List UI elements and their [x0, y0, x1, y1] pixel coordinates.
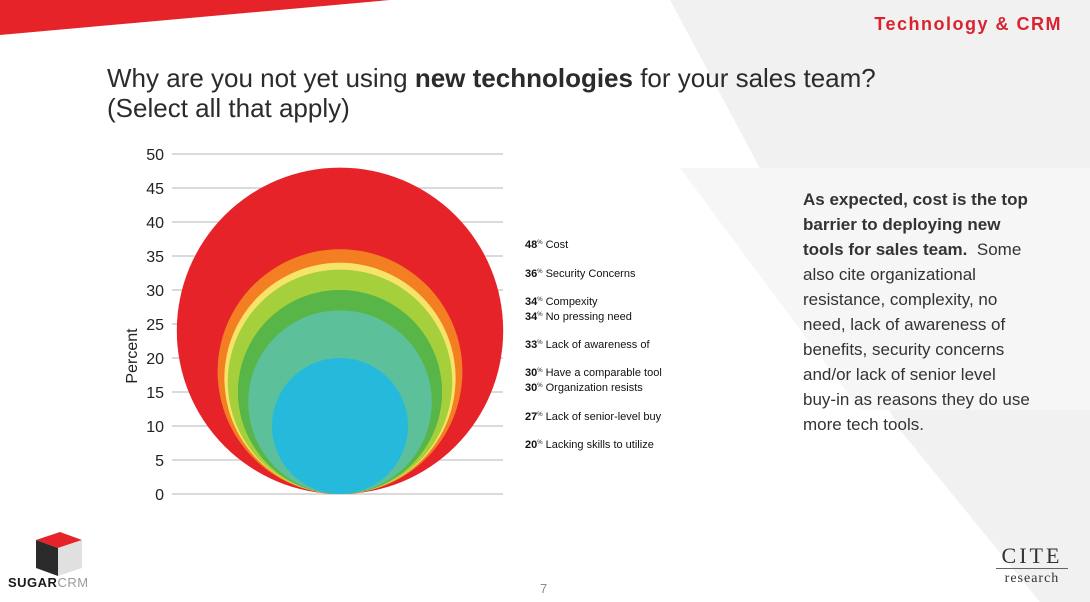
data-label-percent: % — [537, 440, 543, 446]
bubble-lacking-skills-to-utilize — [272, 358, 408, 494]
sugarcrm-cube-icon — [36, 532, 82, 576]
data-label-name: Lack of senior-level buy — [546, 411, 662, 423]
data-label-name: Lacking skills to utilize — [546, 439, 654, 451]
data-label-percent: % — [537, 297, 543, 303]
y-tick-label: 20 — [146, 351, 164, 368]
section-label: Technology & CRM — [874, 14, 1062, 34]
data-label-value: 30 — [525, 367, 537, 379]
commentary-text: As expected, cost is the top barrier to … — [803, 187, 1033, 437]
data-label-value: 27 — [525, 411, 537, 423]
data-label-name: Compexity — [546, 296, 598, 308]
data-label: 20% Lacking skills to utilize — [525, 439, 654, 451]
data-label-value: 36 — [525, 268, 537, 280]
data-label-value: 20 — [525, 439, 537, 451]
slide-title: Why are you not yet using new technologi… — [107, 63, 987, 123]
data-label-name: Have a comparable tool — [546, 367, 662, 379]
title-line1-prefix: Why are you not yet using — [107, 63, 415, 93]
y-tick-label: 5 — [155, 453, 164, 470]
data-label-percent: % — [537, 383, 543, 389]
title-line1-suffix: for your sales team? — [632, 63, 876, 93]
background-gray-facet-2 — [680, 168, 1090, 410]
data-label-percent: % — [537, 340, 543, 346]
research-logo-word: research — [1004, 571, 1060, 586]
y-tick-label: 35 — [146, 249, 164, 266]
data-label-name: Lack of awareness of — [546, 339, 651, 351]
y-tick-label: 30 — [146, 283, 164, 300]
y-tick-label: 40 — [146, 215, 164, 232]
cite-logo-rule — [996, 568, 1068, 569]
top-left-red-stripe — [0, 0, 390, 35]
y-tick-label: 25 — [146, 317, 164, 334]
cite-logo-word: CITE — [1001, 543, 1063, 568]
data-label-percent: % — [537, 240, 543, 246]
data-label: 36% Security Concerns — [525, 268, 636, 280]
data-label-percent: % — [537, 412, 543, 418]
commentary-bold: As expected, cost is the top barrier to … — [803, 190, 1028, 259]
data-label-percent: % — [537, 269, 543, 275]
data-label-value: 30 — [525, 382, 537, 394]
data-label-percent: % — [537, 368, 543, 374]
cite-research-logo: CITE research — [992, 545, 1072, 586]
y-tick-label: 10 — [146, 419, 164, 436]
data-label: 30% Have a comparable tool — [525, 367, 662, 379]
page-number: 7 — [540, 581, 548, 596]
y-tick-label: 15 — [146, 385, 164, 402]
data-label: 34% Compexity — [525, 296, 598, 308]
data-label-name: No pressing need — [546, 311, 632, 323]
data-label-value: 34 — [525, 311, 538, 323]
data-label: 34% No pressing need — [525, 311, 632, 323]
y-tick-label: 0 — [155, 487, 164, 504]
data-label-name: Cost — [546, 239, 569, 251]
data-label-value: 48 — [525, 239, 537, 251]
y-tick-label: 45 — [146, 181, 164, 198]
title-line2: (Select all that apply) — [107, 93, 350, 123]
y-tick-label: 50 — [146, 147, 164, 164]
data-label: 33% Lack of awareness of — [525, 339, 650, 351]
logo-crm-part: CRM — [57, 575, 89, 590]
commentary-rest: Some also cite organizational resistance… — [803, 240, 1030, 434]
data-label-name: Organization resists — [546, 382, 644, 394]
logo-sugar-part: SUGAR — [8, 575, 58, 590]
data-label: 48% Cost — [525, 239, 568, 251]
data-label: 27% Lack of senior-level buy — [525, 411, 662, 423]
data-label: 30% Organization resists — [525, 382, 643, 394]
sugarcrm-logo: SUGARCRM — [8, 575, 89, 590]
data-label-value: 34 — [525, 296, 538, 308]
title-line1-emphasis: new technologies — [414, 63, 633, 93]
data-label-name: Security Concerns — [546, 268, 636, 280]
y-axis-label: Percent — [124, 328, 141, 384]
commentary-bold-end: . — [962, 240, 968, 259]
data-label-value: 33 — [525, 339, 537, 351]
data-label-percent: % — [537, 312, 543, 318]
